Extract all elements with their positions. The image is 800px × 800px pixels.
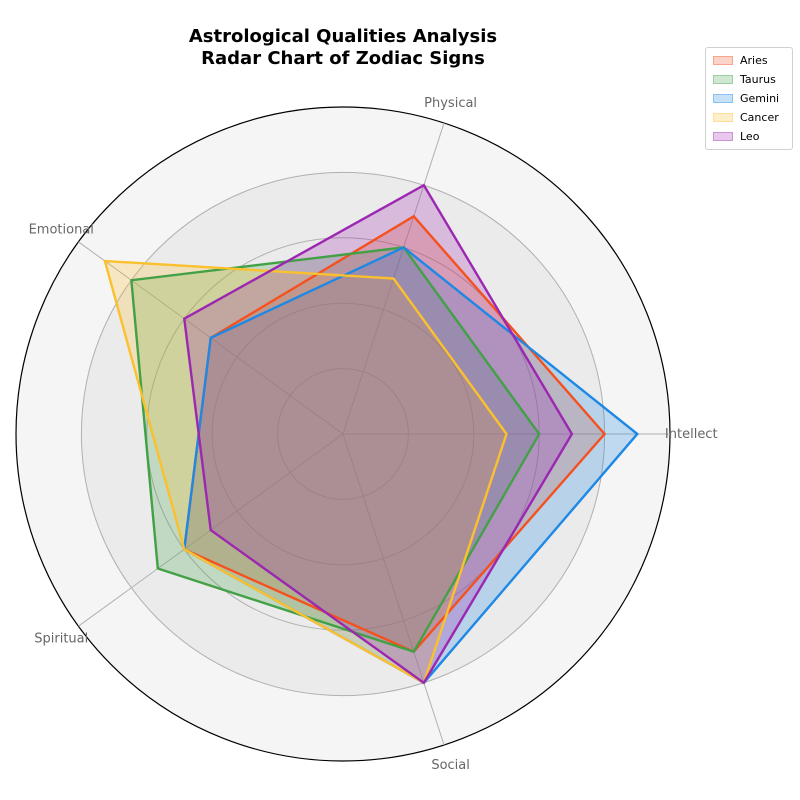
series-area-taurus [131,247,540,652]
series-line-leo [182,183,574,685]
series-area-leo [184,185,572,683]
axis-spoke [342,433,445,746]
series-line-cancer [103,259,508,685]
legend-swatch [713,56,733,65]
axis-label-physical: Physical [424,96,477,111]
legend-swatch [713,113,733,122]
legend-item-gemini: Gemini [706,89,792,108]
legend-label: Leo [740,130,760,143]
legend-swatch [713,132,733,141]
legend-label: Cancer [740,111,779,124]
series-line-taurus [130,246,541,654]
series-line-gemini [182,245,640,685]
series-area-gemini [184,247,638,683]
series-area-cancer [104,261,507,683]
chart-subtitle: Radar Chart of Zodiac Signs [201,48,485,69]
legend-label: Gemini [740,92,780,105]
legend-label: Taurus [740,73,776,86]
axis-label-intellect: Intellect [665,427,718,442]
legend-item-aries: Aries [706,51,792,70]
chart-legend: Aries Taurus Gemini Cancer Leo [705,47,793,150]
legend-swatch [713,94,733,103]
chart-title: Astrological Qualities Analysis [188,26,498,47]
legend-swatch [713,75,733,84]
axis-label-emotional: Emotional [29,222,94,237]
legend-item-cancer: Cancer [706,108,792,127]
legend-item-taurus: Taurus [706,70,792,89]
legend-label: Aries [740,54,768,67]
axis-label-social: Social [431,758,470,773]
legend-item-leo: Leo [706,127,792,146]
axis-label-spiritual: Spiritual [34,632,88,647]
